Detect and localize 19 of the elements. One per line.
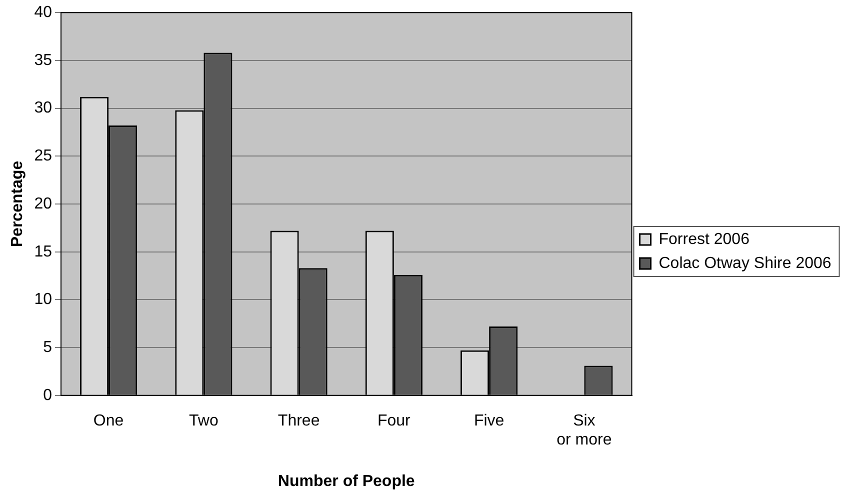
y-tick-label: 0 [43,386,52,404]
x-tick-label: Three [278,412,320,430]
legend-label: Colac Otway Shire 2006 [658,254,832,272]
x-tick-label: Four [377,412,412,430]
y-tick-label: 15 [34,243,52,260]
legend-label: Forrest 2006 [658,230,750,248]
x-axis-title: Number of People [278,472,415,490]
y-tick-label: 30 [34,100,52,117]
y-tick-label: 35 [34,52,52,69]
x-tick-label: Five [474,412,504,430]
y-tick-label: 10 [34,291,52,308]
y-axis-title: Percentage [9,160,26,248]
x-tick-label: One [93,412,124,430]
x-tick-label: Six or more [556,412,612,449]
x-tick-label: Two [189,412,218,430]
y-tick-label: 25 [34,148,52,165]
y-tick-label: 40 [34,4,52,22]
y-tick-label: 20 [34,195,52,212]
y-tick-label: 5 [43,338,52,356]
